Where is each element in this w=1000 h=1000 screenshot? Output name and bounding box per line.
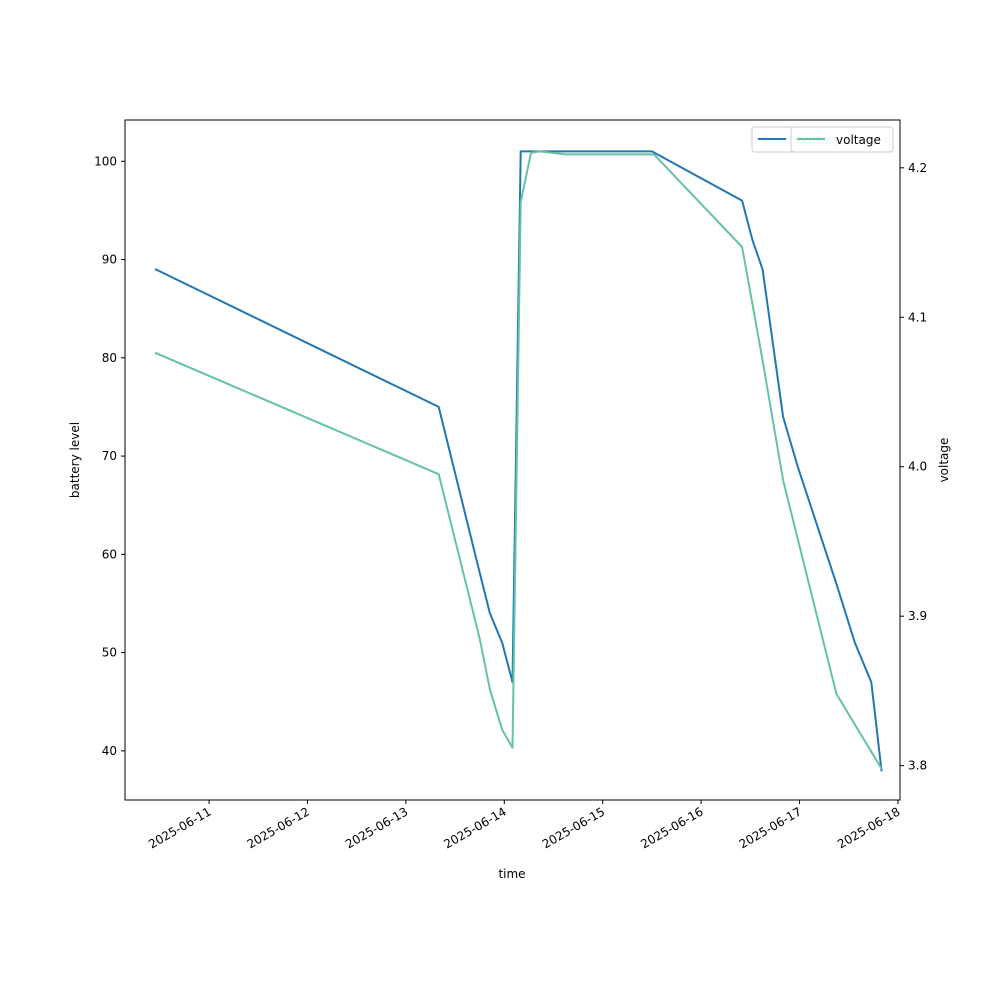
x-tick-label: 2025-06-18 bbox=[835, 804, 902, 851]
y2-tick-label: 4.1 bbox=[908, 310, 927, 324]
y-tick-label: 40 bbox=[102, 744, 117, 758]
y-axis-right: 3.8 3.9 4.0 4.1 4.2 bbox=[900, 161, 927, 773]
y2-tick-label: 3.9 bbox=[908, 609, 927, 623]
series-line-battery bbox=[154, 150, 883, 772]
y-tick-label: 50 bbox=[102, 646, 117, 660]
y-axis-label-left: battery level bbox=[68, 422, 82, 498]
x-tick-label: 2025-06-13 bbox=[343, 804, 410, 851]
x-tick-label: 2025-06-12 bbox=[245, 804, 312, 851]
x-axis: 2025-06-11 2025-06-12 2025-06-13 2025-06-14… bbox=[146, 800, 902, 851]
x-tick-label: 2025-06-14 bbox=[441, 804, 508, 851]
y-tick-label: 100 bbox=[94, 154, 117, 168]
y-axis-label-right: voltage bbox=[937, 438, 951, 483]
series-line-voltage bbox=[154, 150, 883, 770]
y-tick-label: 90 bbox=[102, 253, 117, 267]
legend-voltage: voltage bbox=[790, 126, 894, 153]
x-tick-label: 2025-06-16 bbox=[638, 804, 705, 851]
y-axis-left: 40 50 60 70 80 90 100 bbox=[94, 154, 125, 758]
x-tick-label: 2025-06-15 bbox=[540, 804, 607, 851]
x-tick-label: 2025-06-17 bbox=[737, 804, 804, 851]
y-tick-label: 80 bbox=[102, 351, 117, 365]
y2-tick-label: 3.8 bbox=[908, 759, 927, 773]
y-tick-label: 70 bbox=[102, 449, 117, 463]
plot-area-frame bbox=[124, 119, 901, 801]
legend-label-voltage: voltage bbox=[836, 133, 881, 147]
y2-tick-label: 4.2 bbox=[908, 161, 927, 175]
y-tick-label: 60 bbox=[102, 547, 117, 561]
x-tick-label: 2025-06-11 bbox=[146, 804, 213, 851]
series-lines bbox=[154, 150, 883, 772]
y2-tick-label: 4.0 bbox=[908, 460, 927, 474]
x-axis-label: time bbox=[498, 867, 525, 881]
